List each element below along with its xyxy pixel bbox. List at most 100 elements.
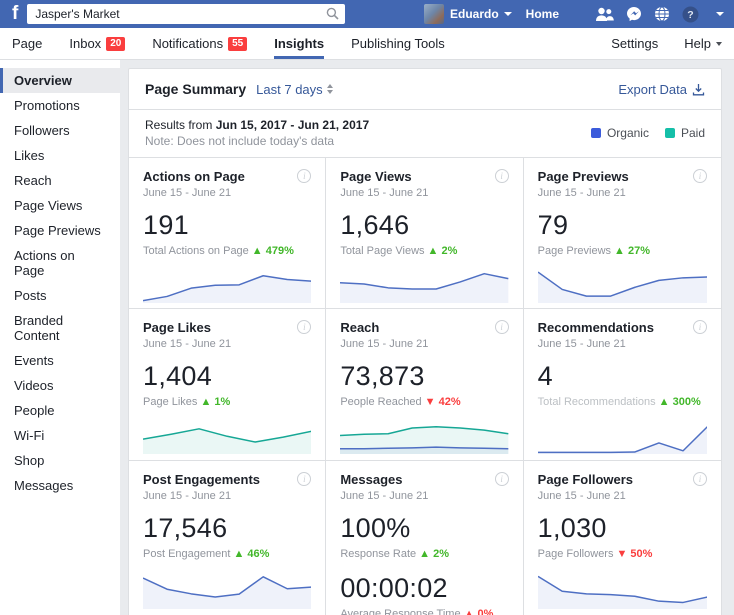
content-area: Overview Promotions Followers Likes Reac… [0, 60, 734, 615]
info-icon[interactable]: i [297, 169, 312, 183]
metric-label: Total Actions on Page ▲ 479% [143, 245, 294, 257]
help-menu[interactable]: Help [684, 28, 722, 59]
metric-date: June 15 - June 21 [143, 490, 232, 502]
messenger-icon[interactable] [626, 6, 642, 22]
sparkline-chart [537, 408, 707, 454]
organic-swatch-icon [590, 128, 601, 138]
metric-label: Page Likes ▲ 1% [143, 396, 231, 408]
notifications-badge: 55 [228, 36, 248, 51]
metric-card-page-followers[interactable]: Page Followers i June 15 - June 21 1,030… [523, 461, 721, 615]
sidebar-item-promotions[interactable]: Promotions [14, 98, 80, 113]
info-icon[interactable]: i [297, 320, 312, 334]
date-range-selector[interactable]: Last 7 days [256, 82, 333, 97]
metric-date: June 15 - June 21 [143, 338, 232, 350]
sidebar-item-overview[interactable]: Overview [0, 68, 120, 93]
metric-card-messages[interactable]: Messages i June 15 - June 21 100% Respon… [326, 461, 524, 615]
metric-card-page-views[interactable]: Page Views i June 15 - June 21 1,646 Tot… [326, 158, 524, 309]
globe-notifications-icon[interactable] [654, 6, 670, 22]
results-note: Note: Does not include today's data [145, 134, 335, 148]
search-box [27, 4, 346, 25]
page-summary-title: Page Summary [145, 81, 247, 97]
home-link[interactable]: Home [525, 7, 559, 21]
topbar-icons: ? [583, 6, 724, 23]
nav-tab-page[interactable]: Page [12, 36, 43, 51]
trend-badge: ▲ 479% [251, 245, 294, 257]
info-icon[interactable]: i [494, 472, 509, 486]
user-name: Eduardo [449, 7, 499, 21]
metric-value-response-rate: 100% [340, 513, 411, 543]
metric-card-reach[interactable]: Reach i June 15 - June 21 73,873 People … [326, 309, 524, 461]
metric-card-page-previews[interactable]: Page Previews i June 15 - June 21 79 Pag… [523, 158, 721, 309]
nav-tab-notifications[interactable]: Notifications 55 [152, 28, 248, 59]
metric-value: 1,646 [340, 210, 410, 240]
nav-tab-publishing-tools[interactable]: Publishing Tools [351, 36, 445, 51]
metric-value: 73,873 [340, 361, 425, 391]
sidebar-item-followers[interactable]: Followers [14, 123, 70, 138]
sidebar-item-actions-on-page[interactable]: Actions on Page [14, 248, 75, 278]
metrics-grid: Actions on Page i June 15 - June 21 191 … [129, 157, 721, 615]
sparkline-chart [340, 408, 509, 454]
account-caret-icon[interactable] [711, 12, 724, 16]
insights-sidebar: Overview Promotions Followers Likes Reac… [0, 60, 120, 615]
metric-label: Total Recommendations ▲ 300% [537, 396, 701, 408]
info-icon[interactable]: i [692, 472, 707, 486]
trend-badge: ▲ 2% [427, 245, 458, 257]
metric-date: June 15 - June 21 [340, 490, 429, 502]
sparkline-chart [143, 257, 312, 303]
chevron-down-icon [716, 41, 722, 46]
facebook-logo[interactable]: f [12, 3, 19, 24]
sidebar-item-videos[interactable]: Videos [14, 378, 54, 393]
sidebar-item-events[interactable]: Events [14, 353, 54, 368]
info-icon[interactable]: i [297, 472, 312, 486]
export-data-button[interactable]: Export Data [618, 82, 705, 97]
user-menu[interactable]: Eduardo [450, 7, 512, 21]
sidebar-item-shop[interactable]: Shop [14, 453, 45, 468]
nav-tab-insights[interactable]: Insights [274, 28, 325, 59]
nav-right: Settings Help [585, 28, 722, 59]
sidebar-item-people[interactable]: People [14, 403, 55, 418]
results-text: Results from Jun 15, 2017 - Jun 21, 2017 [145, 118, 370, 132]
metric-card-page-likes[interactable]: Page Likes i June 15 - June 21 1,404 Pag… [129, 309, 327, 461]
results-text-block: Results from Jun 15, 2017 - Jun 21, 2017… [145, 118, 369, 148]
sidebar-item-reach[interactable]: Reach [14, 173, 52, 188]
metric-date: June 15 - June 21 [537, 338, 626, 350]
help-icon[interactable]: ? [682, 6, 699, 23]
inbox-badge: 20 [106, 36, 126, 51]
sparkline-chart [537, 257, 707, 303]
sparkline-chart [143, 408, 312, 454]
metric-label: Post Engagement ▲ 46% [143, 548, 270, 560]
metric-value: 1,030 [537, 513, 607, 543]
search-icon[interactable] [326, 7, 339, 25]
metric-title: Reach [340, 320, 380, 335]
sidebar-item-wifi[interactable]: Wi-Fi [14, 428, 45, 443]
sparkline-chart [537, 563, 707, 609]
metric-title: Messages [340, 472, 403, 487]
page-summary-card: Page Summary Last 7 days Export Data Res… [128, 68, 722, 615]
search-input[interactable] [27, 4, 346, 24]
download-icon [692, 83, 705, 95]
metric-value-response-time: 00:00:02 [340, 573, 448, 603]
metric-card-post-engagements[interactable]: Post Engagements i June 15 - June 21 17,… [129, 461, 327, 615]
avatar[interactable] [423, 4, 444, 24]
info-icon[interactable]: i [692, 169, 707, 183]
trend-badge: ▲ 27% [614, 245, 650, 257]
info-icon[interactable]: i [494, 320, 509, 334]
metric-title: Page Likes [143, 320, 211, 335]
metric-card-recommendations[interactable]: Recommendations i June 15 - June 21 4 To… [523, 309, 721, 461]
trend-badge: ▲ 300% [658, 396, 701, 408]
metric-label: Average Response Time ▲ 0% [340, 608, 508, 615]
settings-link[interactable]: Settings [611, 36, 659, 51]
nav-tab-inbox[interactable]: Inbox 20 [69, 28, 126, 59]
sidebar-item-likes[interactable]: Likes [14, 148, 45, 163]
info-icon[interactable]: i [692, 320, 707, 334]
sidebar-item-posts[interactable]: Posts [14, 288, 47, 303]
sidebar-item-messages[interactable]: Messages [14, 478, 74, 493]
sidebar-item-branded-content[interactable]: Branded Content [14, 313, 64, 343]
metric-label: Total Page Views ▲ 2% [340, 245, 458, 257]
metric-card-actions-on-page[interactable]: Actions on Page i June 15 - June 21 191 … [129, 158, 327, 309]
sidebar-item-page-views[interactable]: Page Views [14, 198, 83, 213]
sidebar-item-page-previews[interactable]: Page Previews [14, 223, 101, 238]
friend-requests-icon[interactable] [595, 7, 614, 21]
metric-title: Page Views [340, 169, 412, 184]
info-icon[interactable]: i [494, 169, 509, 183]
